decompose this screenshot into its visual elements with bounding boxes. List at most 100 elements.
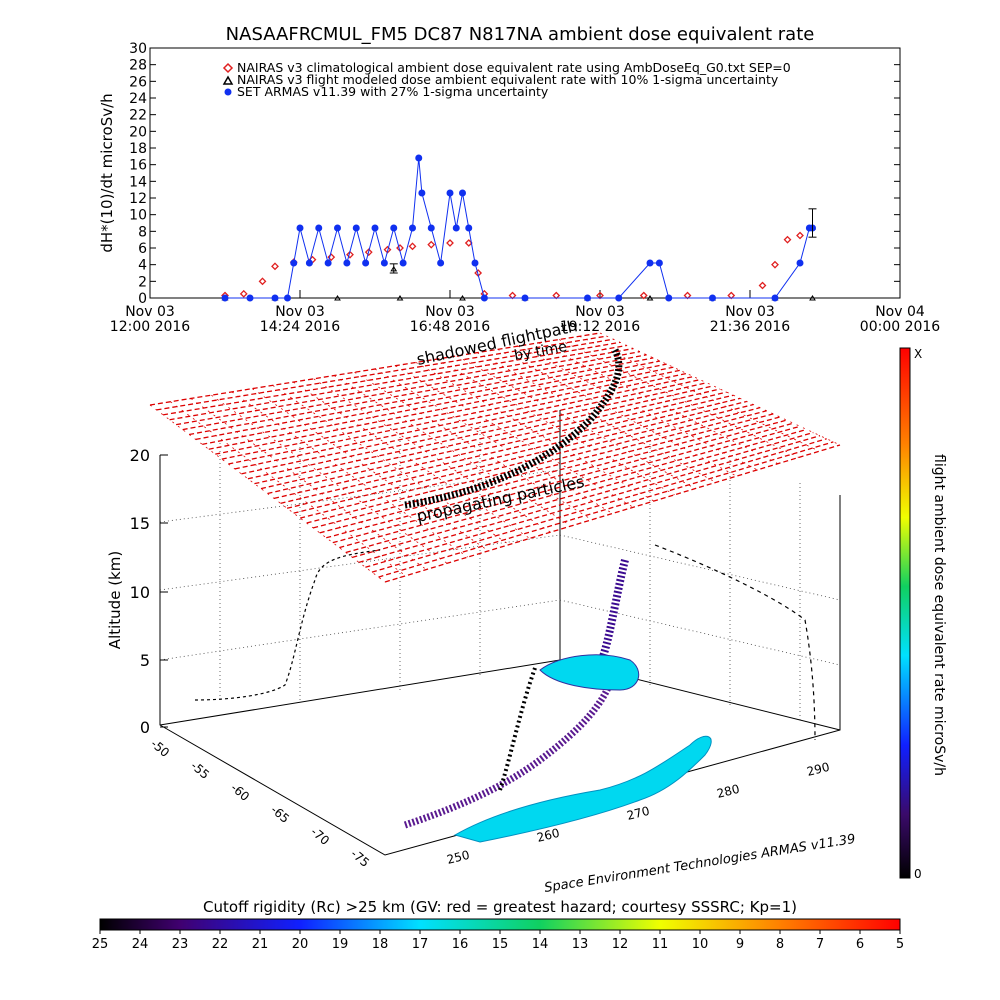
x-tick-label-date: Nov 03 bbox=[575, 304, 625, 320]
flight-modeled-point bbox=[646, 295, 654, 301]
x-tick-label-date: Nov 04 bbox=[875, 304, 925, 320]
rigidity-tick-label: 19 bbox=[332, 937, 349, 952]
hazard-plane-line bbox=[234, 372, 687, 470]
armas-point bbox=[437, 259, 445, 267]
lon-ticks: 250 260 270 280 290 bbox=[445, 760, 831, 867]
hazard-plane-line bbox=[517, 345, 758, 471]
armas-point bbox=[665, 294, 673, 302]
y-tick-label: 0 bbox=[138, 291, 147, 307]
y-tick-label: 20 bbox=[129, 124, 147, 140]
climatological-point bbox=[796, 231, 804, 240]
credit-text: Space Environment Technologies ARMAS v11… bbox=[543, 832, 856, 896]
y-tick-label: 4 bbox=[138, 258, 147, 274]
hazard-plane-line bbox=[538, 342, 779, 465]
armas-point bbox=[390, 224, 398, 232]
z-tick-label: 15 bbox=[130, 514, 150, 533]
y-tick-label: 2 bbox=[138, 274, 147, 290]
rigidity-tick-label: 8 bbox=[776, 937, 784, 952]
x-tick-label-date: Nov 03 bbox=[125, 304, 175, 320]
climatological-point bbox=[258, 277, 267, 286]
lat-tick-label: -75 bbox=[348, 847, 372, 870]
lon-tick-label: 250 bbox=[445, 848, 471, 867]
armas-point bbox=[246, 294, 254, 302]
armas-point bbox=[655, 259, 663, 267]
armas-point bbox=[615, 294, 623, 302]
x-tick-label-time: 16:48 2016 bbox=[410, 319, 491, 335]
lon-tick-label: 290 bbox=[805, 760, 831, 779]
lat-ticks: -50 -55 -60 -65 -70 -75 bbox=[148, 737, 372, 870]
legend-triangle-marker bbox=[222, 75, 234, 85]
z-axis-label: Altitude (km) bbox=[106, 551, 124, 649]
lat-tick-label: -60 bbox=[228, 781, 252, 804]
footprint-small bbox=[539, 654, 640, 691]
armas-point bbox=[290, 259, 298, 267]
armas-point bbox=[334, 224, 341, 232]
armas-point bbox=[362, 259, 370, 267]
rigidity-tick-label: 14 bbox=[532, 937, 549, 952]
flightpath-ground-black bbox=[498, 667, 537, 791]
hazard-plane-line bbox=[221, 366, 674, 460]
z-tick-label: 20 bbox=[130, 446, 150, 465]
z-ticks: 0 5 10 15 20 bbox=[130, 446, 168, 737]
y-tick-label: 24 bbox=[129, 91, 147, 107]
rigidity-tick-label: 23 bbox=[172, 937, 189, 952]
dose-colorbar-bottom-label: 0 bbox=[914, 867, 922, 881]
armas-point bbox=[415, 154, 423, 162]
x-tick-label-date: Nov 03 bbox=[725, 304, 775, 320]
legend-entry-climatological: NAIRAS v3 climatological ambient dose eq… bbox=[237, 60, 791, 75]
flightpath-shadow-left bbox=[194, 549, 381, 701]
hazard-plane-line bbox=[231, 391, 468, 558]
climatological-point bbox=[408, 242, 417, 251]
climatological-point bbox=[239, 289, 248, 298]
lat-tick-label: -70 bbox=[308, 825, 332, 848]
rigidity-tick-label: 9 bbox=[736, 937, 744, 952]
climatological-point bbox=[758, 281, 767, 290]
flight-modeled-point bbox=[396, 295, 404, 301]
armas-point bbox=[521, 294, 529, 302]
lat-tick-label: -65 bbox=[268, 803, 292, 826]
hazard-plane-line bbox=[326, 416, 781, 539]
rigidity-tick-label: 17 bbox=[412, 937, 429, 952]
armas-point bbox=[305, 259, 313, 267]
y-tick-label: 14 bbox=[129, 174, 147, 190]
climatological-point bbox=[446, 239, 454, 247]
legend-diamond-marker bbox=[222, 62, 234, 74]
climatological-point bbox=[771, 260, 779, 269]
rigidity-colorbar-labels: 25 24 23 22 21 20 19 18 17 16 15 14 13 12 11 10 9 8 7 6 5 bbox=[92, 930, 904, 952]
climatological-point bbox=[364, 248, 373, 257]
climatological-point bbox=[639, 291, 648, 300]
rigidity-tick-label: 7 bbox=[816, 937, 824, 952]
hazard-plane-line bbox=[149, 404, 386, 583]
lat-tick-label: -50 bbox=[148, 737, 172, 760]
rigidity-tick-label: 10 bbox=[692, 937, 709, 952]
flight-modeled-point bbox=[809, 295, 816, 301]
hazard-plane-line bbox=[378, 441, 834, 578]
flight-path bbox=[194, 348, 816, 829]
y-tick-label: 28 bbox=[129, 58, 147, 74]
armas-point bbox=[427, 224, 435, 232]
hazard-plane bbox=[149, 332, 841, 583]
hazard-plane-line bbox=[371, 438, 827, 573]
y-tick-label: 26 bbox=[129, 74, 147, 90]
armas-point bbox=[796, 259, 804, 267]
hazard-plane-line bbox=[195, 354, 647, 441]
hazard-plane-line bbox=[267, 388, 721, 495]
rigidity-tick-label: 16 bbox=[452, 937, 469, 952]
armas-point bbox=[480, 294, 488, 302]
armas-point bbox=[409, 224, 416, 232]
rigidity-tick-label: 22 bbox=[212, 937, 229, 952]
rigidity-tick-label: 13 bbox=[572, 937, 589, 952]
rigidity-tick-label: 6 bbox=[856, 937, 864, 952]
flight-modeled-point bbox=[459, 295, 466, 301]
x-tick-label-time: 12:00 2016 bbox=[110, 319, 191, 335]
y-tick-label: 16 bbox=[129, 158, 147, 174]
armas-point bbox=[459, 189, 466, 197]
hazard-plane-line bbox=[241, 375, 694, 475]
grid-lines bbox=[159, 420, 841, 720]
armas-point bbox=[584, 294, 591, 302]
legend-circle-marker bbox=[224, 88, 232, 96]
flightpath-arc-high bbox=[404, 348, 623, 509]
